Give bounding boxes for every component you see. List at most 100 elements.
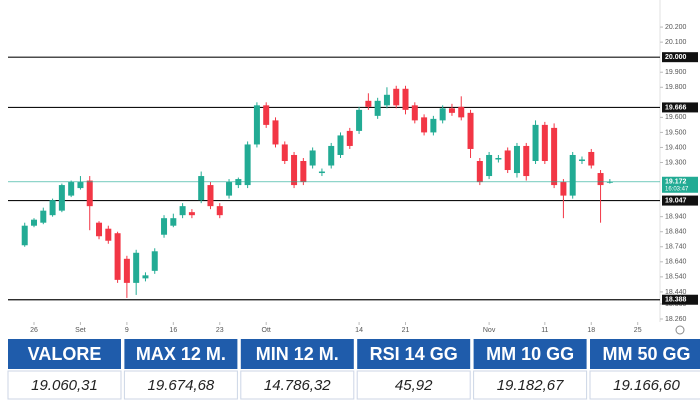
candle-body [606, 181, 613, 183]
candle-body [105, 228, 112, 241]
x-tick-label: 16 [169, 327, 177, 334]
candle-body [207, 185, 214, 207]
table-value-cell [123, 370, 238, 400]
candle-body [467, 112, 474, 149]
y-tick-label: 19.500 [665, 129, 687, 136]
y-tick-label: 20.200 [665, 24, 687, 31]
candle-body [300, 161, 307, 183]
candle-body [532, 124, 539, 161]
candle-body [430, 118, 437, 133]
y-tick-label: 19.800 [665, 84, 687, 91]
candle-body [263, 105, 270, 125]
y-tick-label: 19.400 [665, 144, 687, 151]
candle-body [161, 218, 168, 235]
candle-body [49, 200, 56, 216]
candle-body [235, 179, 242, 186]
x-tick-label: 25 [634, 327, 642, 334]
table-header-cell [590, 339, 700, 369]
candle-body [523, 145, 530, 177]
table-header: VALORE [28, 344, 102, 364]
candle-body [374, 100, 381, 116]
candle-body [21, 225, 28, 246]
x-tick-label: 18 [587, 327, 595, 334]
candle-body [541, 124, 548, 161]
candle-body [439, 108, 446, 121]
candle-body [281, 144, 288, 161]
table-value-cell [473, 370, 588, 400]
y-tick-label: 18.940 [665, 214, 687, 221]
candle-body [77, 182, 84, 189]
table-header-cell [8, 339, 121, 369]
candle-body [40, 210, 47, 223]
candle-body [198, 176, 205, 201]
candle-body [495, 157, 502, 160]
y-tick-label: 19.300 [665, 159, 687, 166]
y-tick-label: 18.440 [665, 289, 687, 296]
table-value-cell [356, 370, 471, 400]
candle-body [142, 275, 149, 279]
candle-body [421, 117, 428, 133]
candle-body [216, 206, 223, 216]
x-tick-label: Ott [262, 327, 271, 334]
table-header: MAX 12 M. [136, 344, 226, 364]
last-price-label: 19.172 [665, 179, 687, 186]
candle-body [551, 127, 558, 186]
candle-body [393, 88, 400, 106]
x-tick-label: 9 [125, 327, 129, 334]
candle-body [513, 145, 520, 174]
x-tick-label: Set [75, 327, 86, 334]
table-header-cell [357, 339, 471, 369]
level-label: 19.666 [665, 104, 687, 111]
table-header-cell [473, 339, 587, 369]
table-value-cell [589, 370, 700, 400]
candle-body [170, 218, 177, 226]
candle-body [411, 105, 418, 121]
y-tick-label: 20.100 [665, 39, 687, 46]
candle-body [597, 173, 604, 186]
candle-body [151, 251, 158, 271]
table-header-cell [240, 339, 354, 369]
candle-body [504, 150, 511, 171]
x-tick-label: 23 [216, 327, 224, 334]
table-header: MM 50 GG [602, 344, 690, 364]
table-value: 19.166,60 [613, 377, 680, 394]
candle-body [272, 120, 279, 145]
level-label-box [662, 294, 698, 305]
candle-body [486, 154, 493, 177]
table-value: 19.182,67 [497, 377, 564, 394]
last-price-time: 16:03:47 [665, 186, 689, 192]
candle-body [383, 94, 390, 106]
candle-body [96, 222, 103, 237]
y-tick-label: 18.260 [665, 316, 687, 323]
candle-body [58, 185, 65, 211]
candle-body [226, 182, 233, 196]
candle-body [402, 88, 409, 110]
candle-body [365, 100, 372, 107]
table-value-cell [240, 370, 355, 400]
candle-body [86, 180, 93, 207]
table-header: MIN 12 M. [256, 344, 339, 364]
candle-body [291, 154, 298, 186]
candle-body [179, 206, 186, 216]
candle-body [253, 105, 260, 145]
candle-body [337, 135, 344, 155]
table-value-cell [7, 370, 122, 400]
level-label: 20.000 [665, 54, 687, 61]
level-label: 19.047 [665, 197, 687, 204]
settings-icon[interactable] [675, 325, 685, 335]
candle-body [318, 171, 325, 174]
candle-body [133, 252, 140, 283]
table-value: 14.786,32 [264, 377, 331, 394]
table-header: RSI 14 GG [370, 344, 458, 364]
table-header-cell [124, 339, 238, 369]
candle-body [560, 182, 567, 196]
candle-body [476, 161, 483, 183]
x-tick-label: 14 [355, 327, 363, 334]
level-label: 18.388 [665, 297, 687, 304]
candle-body [244, 144, 251, 186]
candle-body [448, 108, 455, 113]
y-tick-label: 18.840 [665, 229, 687, 236]
candle-body [458, 106, 465, 118]
x-tick-label: 21 [402, 327, 410, 334]
